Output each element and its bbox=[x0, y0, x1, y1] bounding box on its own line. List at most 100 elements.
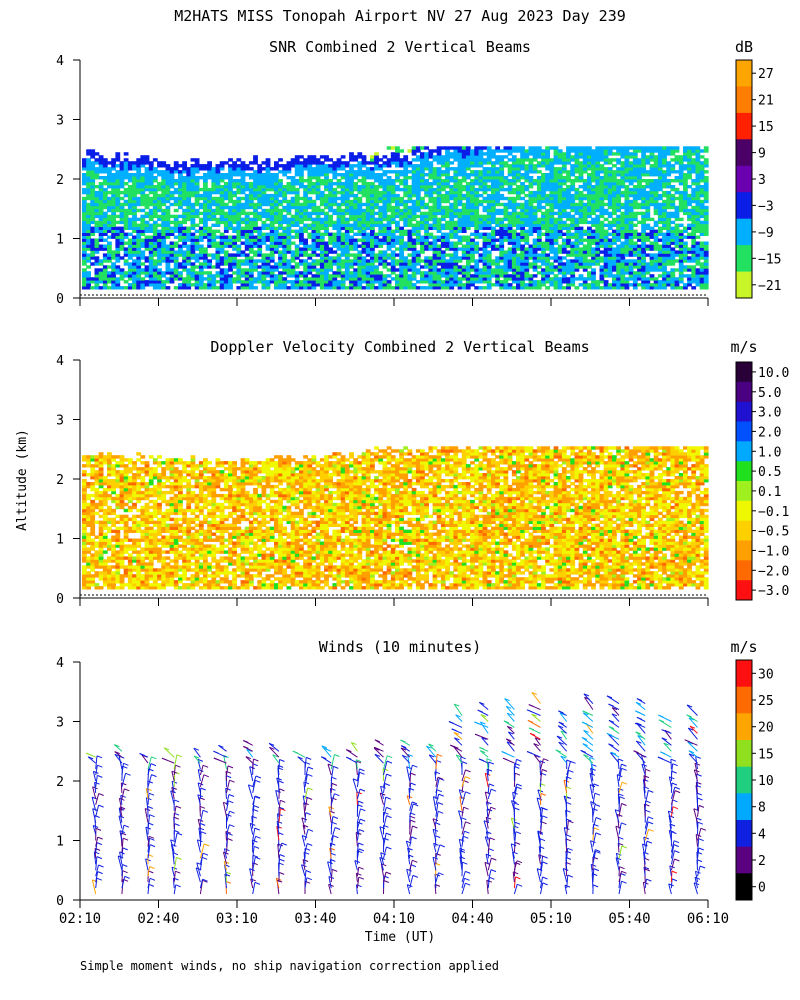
colorbar-swatch bbox=[736, 793, 752, 821]
colorbar-swatch bbox=[736, 820, 752, 848]
colorbar-swatch bbox=[736, 245, 752, 272]
panel-2: Doppler Velocity Combined 2 Vertical Bea… bbox=[56, 338, 789, 607]
colorbar-label: 10 bbox=[758, 774, 774, 789]
colorbar-label: 9 bbox=[758, 147, 766, 162]
colorbar-swatch bbox=[736, 86, 752, 114]
colorbar-swatch bbox=[736, 192, 752, 220]
panel-3: Winds (10 minutes) m/s 0 1 2 3 4 02:10 02:40 03:1… bbox=[56, 638, 773, 927]
panel-title: Winds (10 minutes) bbox=[319, 638, 482, 656]
colorbar-label: −2.0 bbox=[758, 564, 789, 579]
y-tick-label: 3 bbox=[56, 414, 64, 429]
y-tick-label: 4 bbox=[56, 354, 64, 369]
colorbar-swatch bbox=[736, 112, 752, 140]
colorbar-swatch bbox=[736, 540, 752, 561]
x-tick-label: 03:10 bbox=[216, 911, 258, 927]
colorbar-unit: m/s bbox=[730, 638, 757, 656]
colorbar-label: −0.1 bbox=[758, 505, 789, 520]
colorbar-label: 2 bbox=[758, 854, 766, 869]
wind-profile bbox=[426, 743, 445, 895]
colorbar-label: −15 bbox=[758, 252, 781, 267]
wind-profile bbox=[555, 710, 576, 895]
y-tick-label: 2 bbox=[56, 473, 64, 488]
wind-profile bbox=[268, 742, 287, 895]
colorbar-swatch bbox=[736, 580, 752, 601]
wind-profile bbox=[474, 701, 497, 895]
wind-profile bbox=[526, 692, 549, 895]
colorbar-swatch bbox=[736, 381, 752, 403]
wind-profile bbox=[580, 693, 602, 895]
x-tick-label: 02:10 bbox=[59, 911, 101, 927]
time-axis-label: Time (UT) bbox=[365, 930, 435, 945]
colorbar-label: −0.5 bbox=[758, 525, 789, 540]
wind-profile bbox=[657, 714, 681, 895]
wind-profile bbox=[633, 698, 654, 895]
colorbar-label: 5.0 bbox=[758, 386, 781, 401]
colorbar-label: 15 bbox=[758, 747, 774, 762]
y-tick-label: 2 bbox=[56, 173, 64, 188]
wind-profile bbox=[161, 747, 183, 895]
colorbar-label: −1.0 bbox=[758, 544, 789, 559]
colorbar: 10.0 5.0 3.0 2.0 1.0 0.5 0.1 −0.1 −0.5 −1.0 −2.0 −3… bbox=[735, 361, 789, 601]
colorbar-swatch bbox=[736, 271, 752, 299]
colorbar-swatch bbox=[736, 481, 752, 502]
wind-profile bbox=[373, 739, 393, 895]
wind-profile bbox=[292, 750, 314, 894]
colorbar-label: 25 bbox=[758, 694, 774, 709]
wind-profile bbox=[501, 698, 523, 895]
colorbar-swatch bbox=[736, 660, 752, 688]
colorbar-swatch bbox=[736, 873, 752, 901]
x-tick-label: 03:40 bbox=[294, 911, 336, 927]
x-tick-label: 05:10 bbox=[530, 911, 572, 927]
colorbar-swatch bbox=[736, 165, 752, 193]
y-tick-label: 0 bbox=[56, 592, 64, 607]
y-tick-label: 3 bbox=[56, 114, 64, 129]
y-tick-label: 0 bbox=[56, 894, 64, 909]
colorbar-swatch bbox=[736, 846, 752, 874]
x-tick-label: 05:40 bbox=[608, 911, 650, 927]
colorbar-label: 0.5 bbox=[758, 465, 781, 480]
colorbar-label: 27 bbox=[758, 67, 774, 82]
colorbar-swatch bbox=[736, 401, 752, 422]
wind-profile bbox=[213, 744, 235, 895]
x-tick-label: 02:40 bbox=[137, 911, 179, 927]
colorbar-swatch bbox=[736, 713, 752, 741]
x-tick-label: 04:40 bbox=[451, 911, 493, 927]
wind-profile bbox=[400, 739, 419, 895]
colorbar-swatch bbox=[736, 60, 752, 87]
wind-profile bbox=[448, 703, 471, 895]
y-tick-label: 0 bbox=[56, 292, 64, 307]
wind-profile bbox=[193, 747, 210, 895]
x-tick-label: 06:10 bbox=[687, 911, 729, 927]
colorbar-swatch bbox=[736, 686, 752, 714]
panels: SNR Combined 2 Vertical Beams dB012342721… bbox=[56, 38, 789, 927]
colorbar-label: 2.0 bbox=[758, 425, 781, 440]
colorbar-swatch bbox=[736, 139, 752, 167]
y-tick-label: 4 bbox=[56, 54, 64, 69]
colorbar-label: 3.0 bbox=[758, 406, 781, 421]
wind-profile bbox=[606, 695, 628, 895]
colorbar-swatch bbox=[736, 520, 752, 541]
colorbar-label: −3 bbox=[758, 199, 774, 214]
colorbar-label: 4 bbox=[758, 827, 766, 842]
colorbar-swatch bbox=[736, 461, 752, 482]
colorbar: 27 21 15 9 3 −3 −9 −15 −21 bbox=[735, 59, 781, 299]
wind-profile bbox=[321, 745, 341, 895]
colorbar-label: 8 bbox=[758, 801, 766, 816]
main-title: M2HATS MISS Tonopah Airport NV 27 Aug 20… bbox=[174, 7, 626, 25]
y-tick-label: 3 bbox=[56, 716, 64, 731]
y-tick-label: 4 bbox=[56, 656, 64, 671]
y-tick-label: 1 bbox=[56, 233, 64, 248]
panel-1: SNR Combined 2 Vertical Beams dB 0 1 2 3 4 27 21… bbox=[56, 38, 781, 307]
colorbar-swatch bbox=[736, 218, 752, 246]
colorbar-label: 10.0 bbox=[758, 366, 789, 381]
colorbar-label: −9 bbox=[758, 226, 774, 241]
colorbar-label: 20 bbox=[758, 721, 774, 736]
colorbar-frame bbox=[735, 361, 753, 601]
colorbar-swatch bbox=[736, 441, 752, 462]
colorbar-label: −21 bbox=[758, 279, 781, 294]
x-tick-label: 04:10 bbox=[373, 911, 415, 927]
colorbar-label: 30 bbox=[758, 667, 774, 682]
panel-title: SNR Combined 2 Vertical Beams bbox=[269, 38, 531, 56]
